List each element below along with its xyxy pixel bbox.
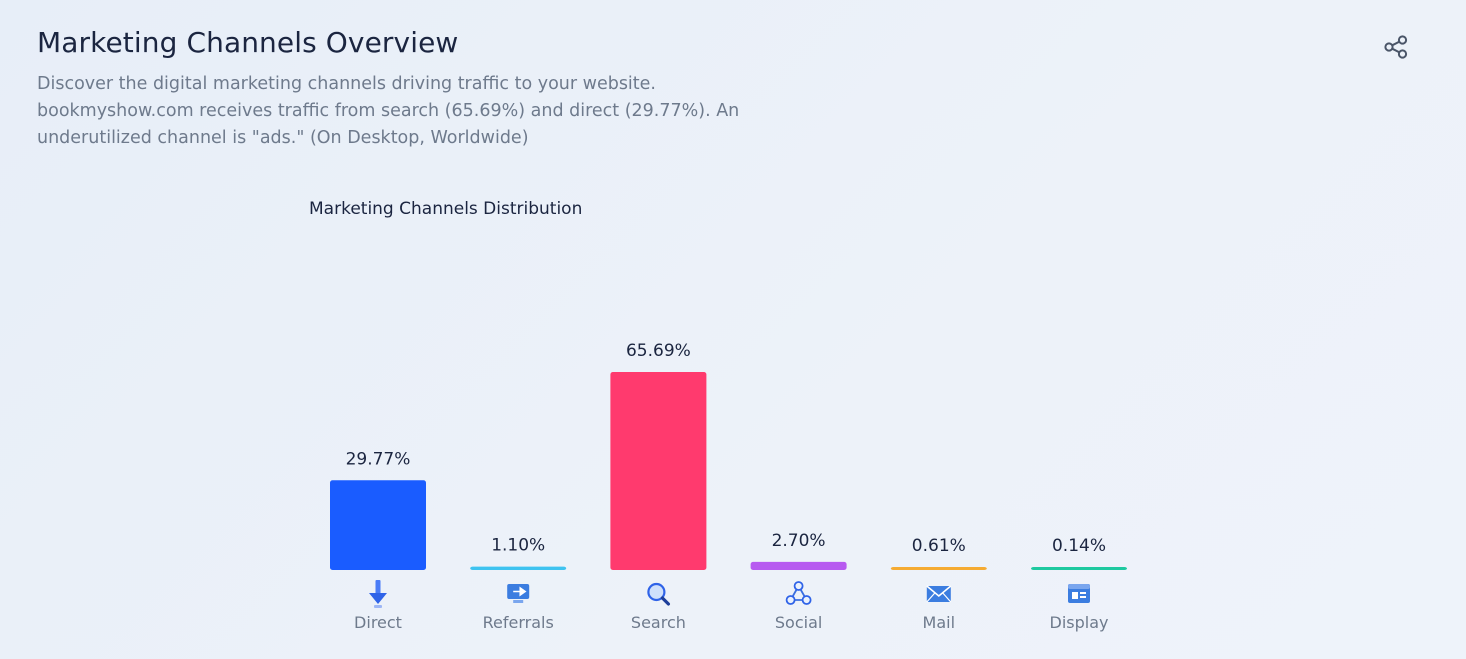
- category-label-display: Display: [1050, 613, 1109, 632]
- page-title: Marketing Channels Overview: [37, 26, 459, 59]
- magnifier-icon: [647, 582, 671, 606]
- referral-screen-icon: [507, 584, 530, 603]
- envelope-icon: [926, 585, 952, 603]
- share-icon: [1384, 35, 1408, 59]
- arrow-down-icon: [369, 580, 387, 608]
- bar-value-label: 0.14%: [1052, 536, 1106, 556]
- social-network-icon: [785, 581, 812, 605]
- bar-value-label: 2.70%: [772, 531, 826, 551]
- bar-mail[interactable]: [890, 567, 987, 570]
- page-description: Discover the digital marketing channels …: [37, 74, 740, 148]
- category-label-social: Social: [775, 613, 822, 632]
- bar-direct[interactable]: [330, 480, 426, 570]
- category-label-search: Search: [631, 613, 686, 632]
- category-label-direct: Direct: [354, 613, 402, 632]
- bar-social[interactable]: [750, 561, 847, 570]
- chart-title: Marketing Channels Distribution: [309, 199, 583, 219]
- bar-value-label: 0.61%: [912, 536, 966, 556]
- category-label-referrals: Referrals: [483, 613, 554, 632]
- bar-display[interactable]: [1031, 567, 1127, 570]
- share-button[interactable]: [1380, 31, 1412, 63]
- display-window-icon: [1068, 584, 1090, 603]
- bar-value-label: 1.10%: [491, 536, 545, 556]
- category-label-mail: Mail: [923, 613, 956, 632]
- bar-search[interactable]: [610, 372, 707, 570]
- bar-referrals[interactable]: [470, 566, 567, 570]
- bar-value-label: 29.77%: [346, 449, 411, 469]
- bar-value-label: 65.69%: [626, 341, 691, 361]
